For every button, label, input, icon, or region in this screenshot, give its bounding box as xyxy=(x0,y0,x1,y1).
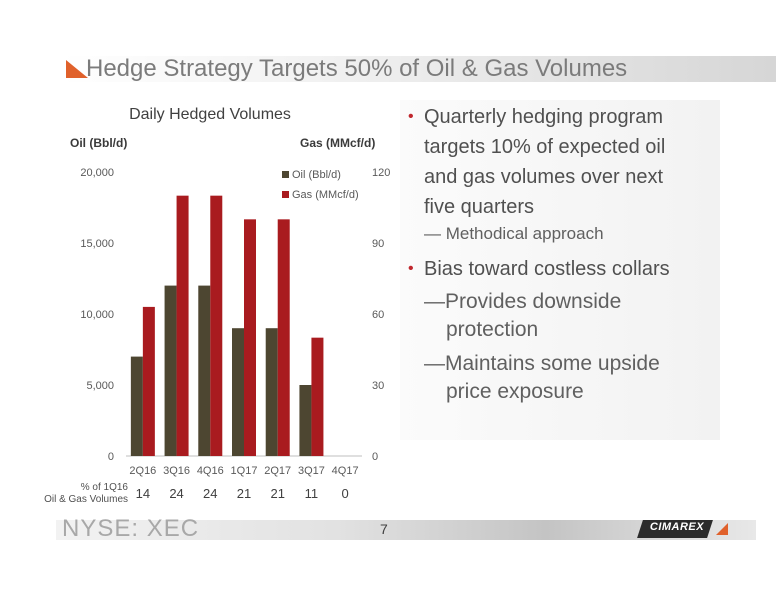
bullet-2-sub-2-line-1: —Maintains some upside xyxy=(424,352,660,375)
gas-bar xyxy=(142,306,155,456)
gas-bar xyxy=(244,219,256,456)
title-flag-icon xyxy=(66,60,88,78)
oil-bar xyxy=(232,328,244,456)
gas-bar xyxy=(176,195,189,456)
legend-swatch xyxy=(282,171,289,178)
pct-row-label: % of 1Q16 Oil & Gas Volumes xyxy=(44,482,128,506)
oil-bar xyxy=(164,285,177,456)
pct-value: 21 xyxy=(270,486,284,501)
right-axis-label: Gas (MMcf/d) xyxy=(300,136,376,150)
bullet-2-sub-2-line-2: price exposure xyxy=(446,380,584,403)
logo-mark-icon xyxy=(716,523,728,535)
pct-value: 21 xyxy=(237,486,251,501)
left-tick-label: 5,000 xyxy=(86,380,114,392)
hedged-volumes-chart: 0 5,000 10,000 15,000 20,000 0 30 60 90 120 2Q16 14… xyxy=(80,167,390,501)
left-tick-label: 15,000 xyxy=(80,238,114,250)
category-label: 2Q16 xyxy=(129,465,156,477)
right-tick-label: 60 xyxy=(372,309,384,321)
oil-bar xyxy=(198,285,211,456)
left-axis-label: Oil (Bbl/d) xyxy=(70,136,128,150)
left-tick-label: 20,000 xyxy=(80,167,114,179)
bullet-dot-icon: • xyxy=(408,108,414,125)
category-label: 3Q16 xyxy=(163,465,190,477)
gas-bar xyxy=(311,337,324,456)
pct-value: 24 xyxy=(169,486,183,501)
bullet-1-line-3: and gas volumes over next xyxy=(424,166,664,188)
footer-bar xyxy=(56,520,756,540)
bullet-2-sub-1-line-2: protection xyxy=(446,318,539,341)
slide-title: Hedge Strategy Targets 50% of Oil & Gas … xyxy=(86,55,628,82)
chart-title: Daily Hedged Volumes xyxy=(129,106,291,123)
bullet-1-sub: — Methodical approach xyxy=(424,224,604,243)
bullet-panel: • Quarterly hedging program targets 10% … xyxy=(400,100,720,440)
pct-value: 11 xyxy=(305,486,319,501)
bullet-dot-icon: • xyxy=(408,260,414,277)
right-tick-label: 120 xyxy=(372,167,390,179)
pct-row-label-line2: Oil & Gas Volumes xyxy=(44,494,128,505)
category-label: 4Q16 xyxy=(197,465,224,477)
category-label: 4Q17 xyxy=(332,465,359,477)
legend-swatch xyxy=(282,191,289,198)
bullet-1-line-2: targets 10% of expected oil xyxy=(424,136,666,158)
bullet-2: Bias toward costless collars xyxy=(424,258,670,280)
left-tick-label: 10,000 xyxy=(80,309,114,321)
gas-bar xyxy=(277,219,290,456)
bullet-2-sub-1-line-1: —Provides downside xyxy=(424,290,622,313)
pct-value: 0 xyxy=(342,486,349,501)
oil-bar xyxy=(265,328,278,456)
right-tick-label: 90 xyxy=(372,238,384,250)
left-tick-label: 0 xyxy=(108,451,114,463)
category-label: 1Q17 xyxy=(231,465,258,477)
ticker: NYSE: XEC xyxy=(62,515,200,542)
bullet-1-line-4: five quarters xyxy=(424,196,535,218)
page-number: 7 xyxy=(380,521,388,537)
pct-row-label-line1: % of 1Q16 xyxy=(80,482,128,493)
oil-bar xyxy=(130,356,143,456)
category-label: 2Q17 xyxy=(264,465,291,477)
oil-bar xyxy=(299,385,312,456)
pct-value: 14 xyxy=(136,486,150,501)
right-tick-label: 30 xyxy=(372,380,384,392)
right-tick-label: 0 xyxy=(372,451,378,463)
pct-value: 24 xyxy=(203,486,217,501)
logo: CIMAREX xyxy=(649,521,705,533)
gas-bar xyxy=(210,195,223,456)
legend-label: Gas (MMcf/d) xyxy=(292,189,359,201)
category-label: 3Q17 xyxy=(298,465,325,477)
legend-label: Oil (Bbl/d) xyxy=(292,169,341,181)
bullet-1-line-1: Quarterly hedging program xyxy=(424,106,664,128)
title-bar xyxy=(62,56,776,82)
